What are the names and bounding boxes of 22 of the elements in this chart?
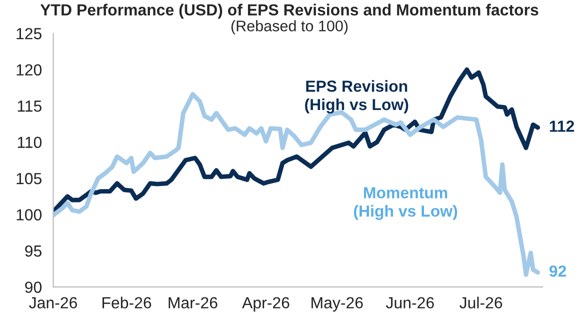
y-tick-label: 110 xyxy=(18,136,42,148)
chart-title: YTD Performance (USD) of EPS Revisions and Momentum factors xyxy=(40,4,538,19)
series-label: EPS Revision (High vs Low) xyxy=(305,80,408,114)
x-tick-label: Jul-26 xyxy=(460,296,502,308)
y-tick-label: 95 xyxy=(25,245,42,257)
y-tick-label: 100 xyxy=(16,209,42,220)
x-tick-label: May-26 xyxy=(312,297,363,312)
annotation: 92 xyxy=(549,265,566,277)
x-tick-label: Jun-26 xyxy=(386,297,434,308)
annotation: 112 xyxy=(550,120,574,132)
y-tick-label: 90 xyxy=(25,282,42,293)
line-series xyxy=(53,92,540,277)
y-tick-label: 120 xyxy=(16,64,42,76)
y-tick-label: 115 xyxy=(18,100,42,112)
x-tick-label: Jan-26 xyxy=(29,297,77,308)
x-tick-label: Feb-26 xyxy=(102,296,152,308)
y-tick-label: 125 xyxy=(16,28,42,40)
x-tick-label: Mar-26 xyxy=(168,297,218,308)
y-tick-label: 105 xyxy=(16,172,42,184)
x-tick-label: Apr-26 xyxy=(242,297,290,312)
series-label: Momentum (High vs Low) xyxy=(354,187,458,220)
chart-subtitle: (Rebased to 100) xyxy=(231,20,348,34)
